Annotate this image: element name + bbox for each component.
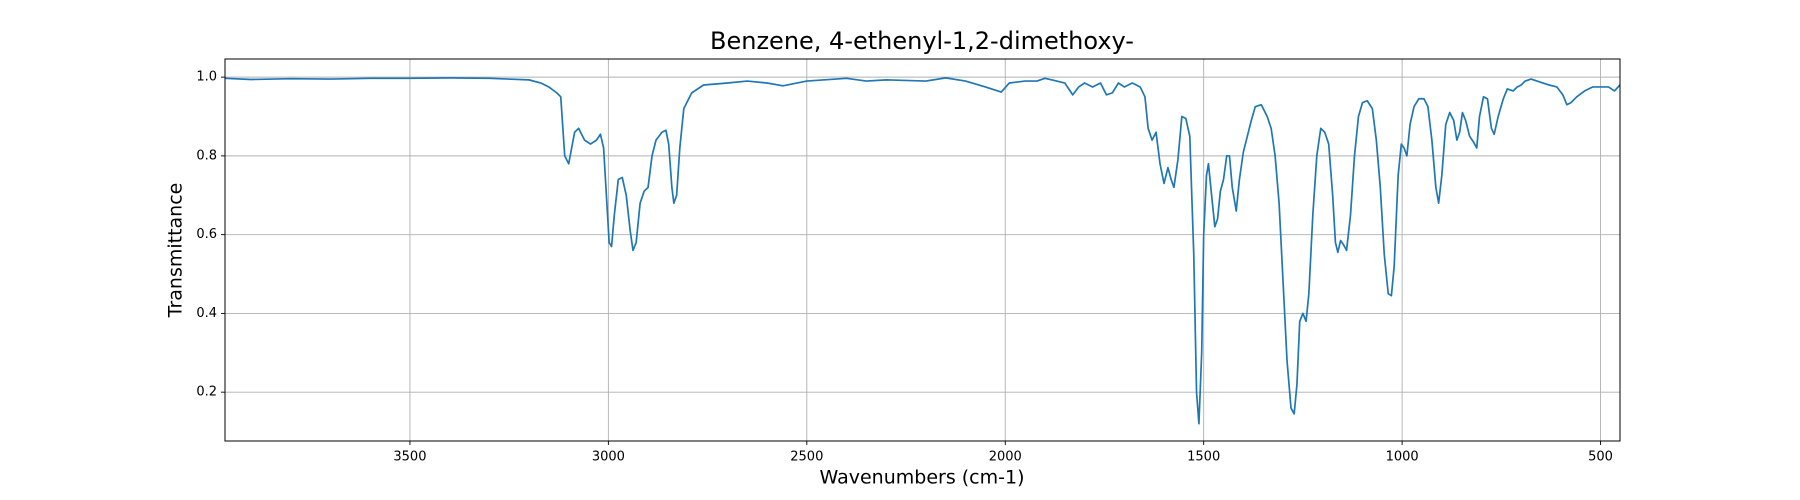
x-tick-label: 2500 [790, 450, 823, 465]
y-axis-label: Transmittance [165, 183, 187, 319]
x-tick-label: 1000 [1386, 450, 1419, 465]
y-tick-label: 1.0 [196, 70, 217, 85]
y-tick-label: 0.4 [196, 306, 217, 321]
x-tick-label: 3000 [592, 450, 625, 465]
chart-title: Benzene, 4-ethenyl-1,2-dimethoxy- [710, 27, 1134, 55]
spectrum-line [224, 77, 1621, 425]
x-axis-label: Wavenumbers (cm-1) [820, 467, 1025, 489]
y-tick-label: 0.8 [196, 148, 217, 163]
x-tick-label: 1500 [1187, 450, 1220, 465]
y-tick-label: 0.2 [196, 385, 217, 400]
plot-frame [224, 58, 1621, 442]
x-tick-label: 2000 [989, 450, 1022, 465]
x-tick-label: 500 [1588, 450, 1613, 465]
y-tick-label: 0.6 [196, 227, 217, 242]
x-tick-label: 3500 [393, 450, 426, 465]
